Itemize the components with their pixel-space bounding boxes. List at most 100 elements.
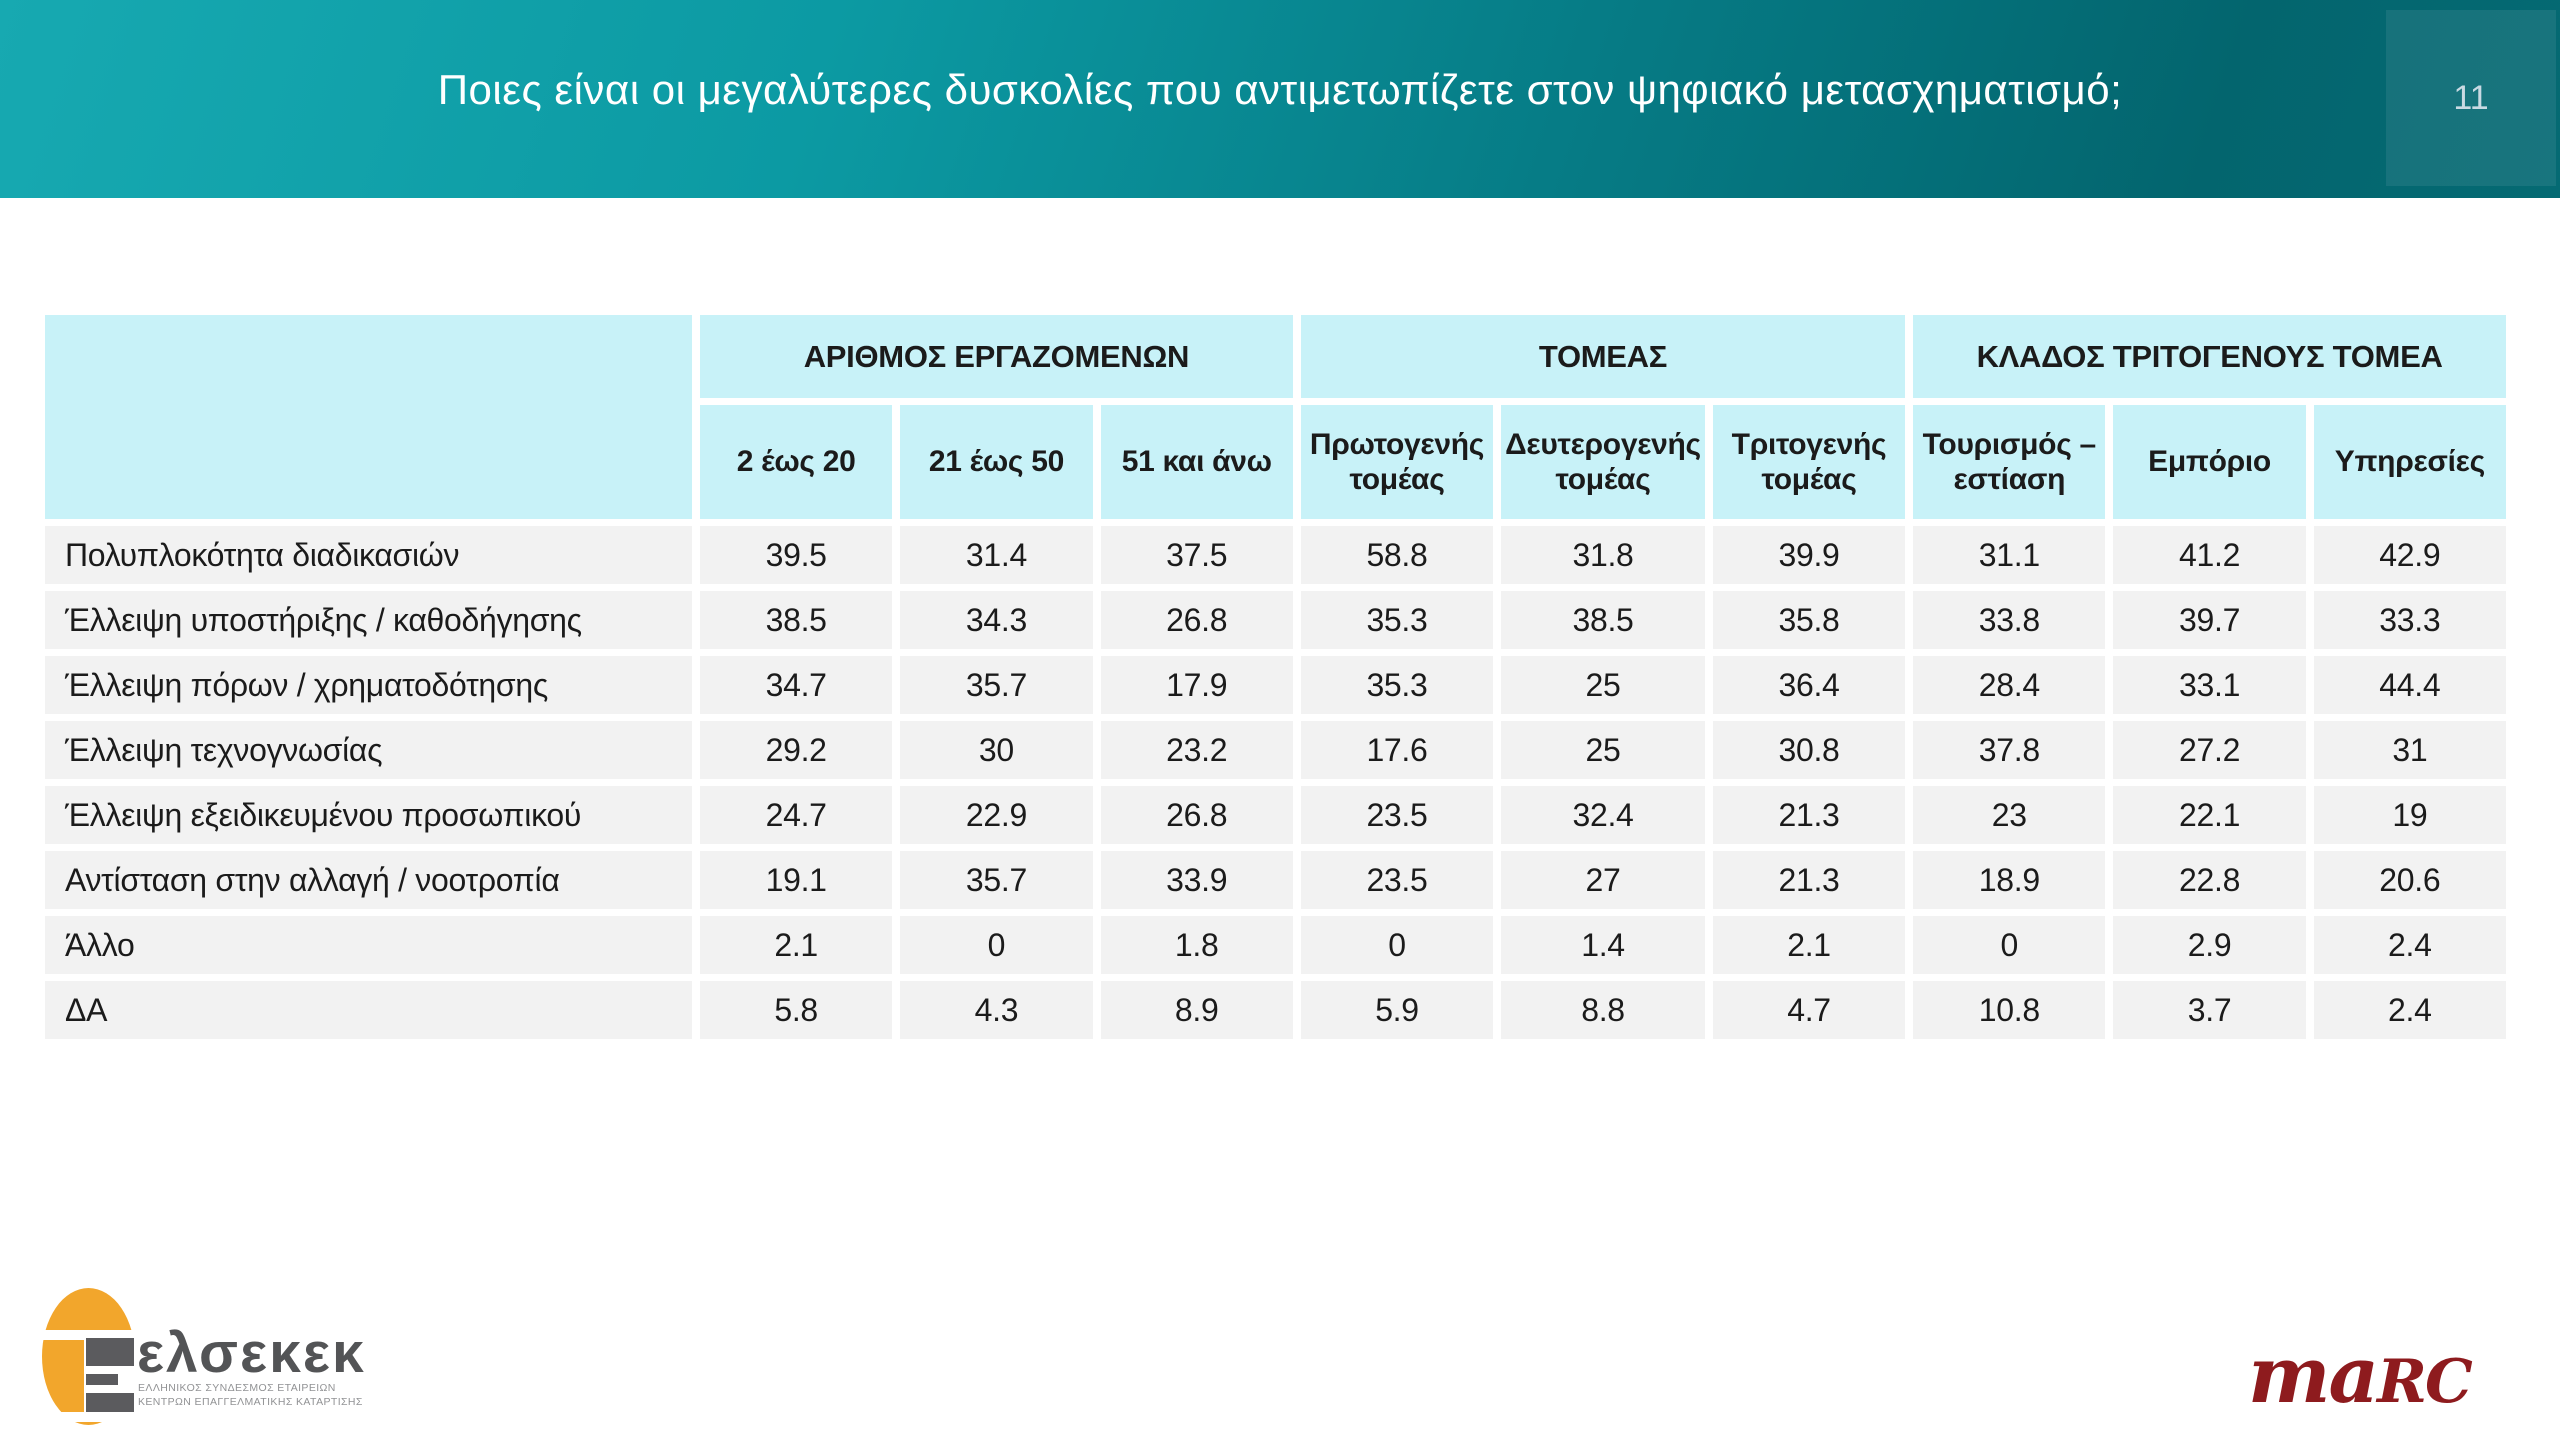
value-cell: 44.4 [2313, 656, 2506, 714]
value-cell: 4.3 [900, 981, 1093, 1039]
elsekek-subtext-line2: ΚΕΝΤΡΩΝ ΕΠΑΓΓΕΛΜΑΤΙΚΗΣ ΚΑΤΑΡΤΙΣΗΣ [138, 1395, 363, 1408]
value-cell: 26.8 [1100, 786, 1293, 844]
page-number-box: 11 [2386, 10, 2556, 186]
value-cell: 33.3 [2313, 591, 2506, 649]
row-label: Άλλο [45, 916, 692, 974]
value-cell: 23.2 [1100, 721, 1293, 779]
value-cell: 39.7 [2113, 591, 2306, 649]
value-cell: 21.3 [1712, 851, 1906, 909]
value-cell: 5.8 [700, 981, 893, 1039]
value-cell: 8.9 [1100, 981, 1293, 1039]
value-cell: 0 [1300, 916, 1494, 974]
value-cell: 24.7 [700, 786, 893, 844]
value-cell: 30.8 [1712, 721, 1906, 779]
value-cell: 22.1 [2113, 786, 2306, 844]
table-corner-cell [45, 315, 692, 519]
value-cell: 58.8 [1300, 526, 1494, 584]
value-cell: 25 [1501, 721, 1705, 779]
column-header: Δευτερογενής τομέας [1501, 405, 1705, 519]
value-cell: 19.1 [700, 851, 893, 909]
row-label: Αντίσταση στην αλλαγή / νοοτροπία [45, 851, 692, 909]
column-header: Υπηρεσίες [2313, 405, 2506, 519]
value-cell: 35.3 [1300, 656, 1494, 714]
value-cell: 34.3 [900, 591, 1093, 649]
elsekek-subtext: ΕΛΛΗΝΙΚΟΣ ΣΥΝΔΕΣΜΟΣ ΕΤΑΙΡΕΙΩΝ ΚΕΝΤΡΩΝ ΕΠ… [138, 1382, 363, 1409]
value-cell: 2.1 [1712, 916, 1906, 974]
value-cell: 34.7 [700, 656, 893, 714]
elsekek-logo: ελσεκεκ ΕΛΛΗΝΙΚΟΣ ΣΥΝΔΕΣΜΟΣ ΕΤΑΙΡΕΙΩΝ ΚΕ… [40, 1288, 560, 1438]
value-cell: 30 [900, 721, 1093, 779]
value-cell: 35.8 [1712, 591, 1906, 649]
value-cell: 27.2 [2113, 721, 2306, 779]
value-cell: 22.8 [2113, 851, 2306, 909]
value-cell: 35.3 [1300, 591, 1494, 649]
value-cell: 26.8 [1100, 591, 1293, 649]
value-cell: 33.1 [2113, 656, 2306, 714]
column-header: 2 έως 20 [700, 405, 893, 519]
value-cell: 31.1 [1913, 526, 2106, 584]
header-bar: Ποιες είναι οι μεγαλύτερες δυσκολίες που… [0, 0, 2560, 198]
value-cell: 35.7 [900, 851, 1093, 909]
column-header: Τριτογενής τομέας [1712, 405, 1906, 519]
value-cell: 22.9 [900, 786, 1093, 844]
value-cell: 17.9 [1100, 656, 1293, 714]
marc-logo-lower: ma [2248, 1330, 2379, 1421]
column-group-tertiary-branch: ΚΛΑΔΟΣ ΤΡΙΤΟΓΕΝΟΥΣ ΤΟΜΕΑ [1913, 315, 2506, 398]
row-label: Έλλειψη τεχνογνωσίας [45, 721, 692, 779]
value-cell: 29.2 [700, 721, 893, 779]
row-label: ΔΑ [45, 981, 692, 1039]
value-cell: 2.4 [2313, 981, 2506, 1039]
column-header: Τουρισμός – εστίαση [1913, 405, 2106, 519]
value-cell: 1.4 [1501, 916, 1705, 974]
row-label: Πολυπλοκότητα διαδικασιών [45, 526, 692, 584]
value-cell: 20.6 [2313, 851, 2506, 909]
marc-logo: maRC [2248, 1330, 2508, 1421]
value-cell: 2.4 [2313, 916, 2506, 974]
value-cell: 19 [2313, 786, 2506, 844]
page-number: 11 [2453, 78, 2489, 117]
value-cell: 23 [1913, 786, 2106, 844]
column-header: 21 έως 50 [900, 405, 1093, 519]
value-cell: 3.7 [2113, 981, 2306, 1039]
value-cell: 27 [1501, 851, 1705, 909]
row-label: Έλλειψη πόρων / χρηματοδότησης [45, 656, 692, 714]
value-cell: 37.8 [1913, 721, 2106, 779]
value-cell: 35.7 [900, 656, 1093, 714]
value-cell: 39.5 [700, 526, 893, 584]
value-cell: 33.9 [1100, 851, 1293, 909]
value-cell: 0 [900, 916, 1093, 974]
column-group-employees: ΑΡΙΘΜΟΣ ΕΡΓΑΖΟΜΕΝΩΝ [700, 315, 1293, 398]
value-cell: 2.9 [2113, 916, 2306, 974]
column-group-sector: ΤΟΜΕΑΣ [1300, 315, 1906, 398]
value-cell: 33.8 [1913, 591, 2106, 649]
value-cell: 0 [1913, 916, 2106, 974]
value-cell: 23.5 [1300, 786, 1494, 844]
value-cell: 2.1 [700, 916, 893, 974]
value-cell: 31.4 [900, 526, 1093, 584]
row-label: Έλλειψη υποστήριξης / καθοδήγησης [45, 591, 692, 649]
value-cell: 1.8 [1100, 916, 1293, 974]
data-table: ΑΡΙΘΜΟΣ ΕΡΓΑΖΟΜΕΝΩΝ ΤΟΜΕΑΣ ΚΛΑΔΟΣ ΤΡΙΤΟΓ… [45, 315, 2506, 1039]
column-header: 51 και άνω [1100, 405, 1293, 519]
elsekek-subtext-line1: ΕΛΛΗΝΙΚΟΣ ΣΥΝΔΕΣΜΟΣ ΕΤΑΙΡΕΙΩΝ [138, 1382, 336, 1394]
marc-logo-caps: RC [2377, 1347, 2473, 1417]
value-cell: 31.8 [1501, 526, 1705, 584]
value-cell: 18.9 [1913, 851, 2106, 909]
value-cell: 21.3 [1712, 786, 1906, 844]
value-cell: 32.4 [1501, 786, 1705, 844]
value-cell: 42.9 [2313, 526, 2506, 584]
value-cell: 23.5 [1300, 851, 1494, 909]
value-cell: 37.5 [1100, 526, 1293, 584]
value-cell: 4.7 [1712, 981, 1906, 1039]
value-cell: 31 [2313, 721, 2506, 779]
value-cell: 41.2 [2113, 526, 2306, 584]
slide-title: Ποιες είναι οι μεγαλύτερες δυσκολίες που… [437, 66, 2123, 113]
value-cell: 10.8 [1913, 981, 2106, 1039]
column-header: Εμπόριο [2113, 405, 2306, 519]
elsekek-logo-mark [40, 1288, 136, 1425]
value-cell: 5.9 [1300, 981, 1494, 1039]
value-cell: 25 [1501, 656, 1705, 714]
value-cell: 36.4 [1712, 656, 1906, 714]
value-cell: 8.8 [1501, 981, 1705, 1039]
value-cell: 38.5 [1501, 591, 1705, 649]
